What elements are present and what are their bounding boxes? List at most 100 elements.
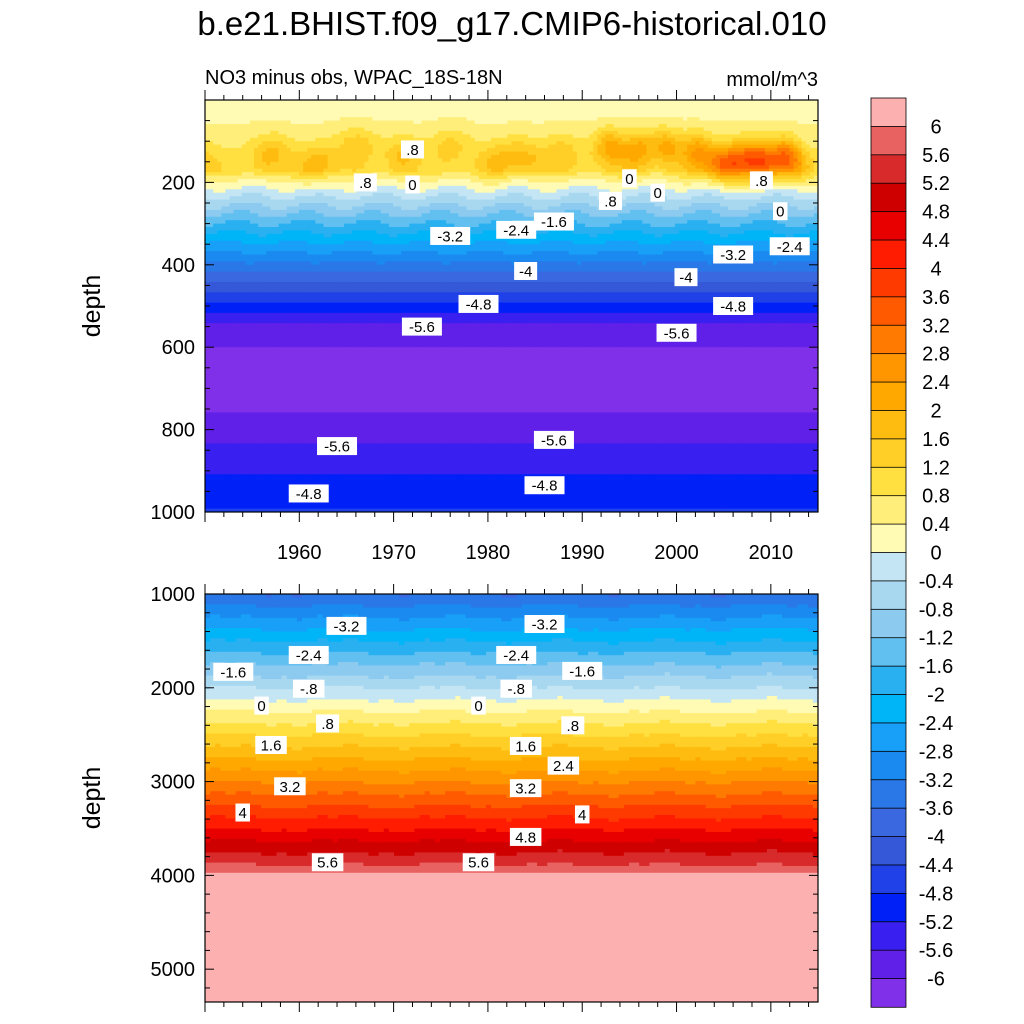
contour-cell	[356, 423, 361, 427]
contour-cell	[340, 268, 345, 272]
contour-cell	[307, 131, 312, 135]
contour-cell	[274, 275, 279, 279]
contour-cell	[332, 186, 337, 190]
contour-cell	[221, 176, 226, 180]
contour-cell	[238, 275, 243, 279]
contour-cell	[258, 117, 263, 121]
contour-cell	[373, 230, 378, 234]
contour-cell	[307, 313, 312, 317]
contour-cell	[279, 279, 284, 283]
contour-cell	[246, 502, 251, 506]
contour-cell	[340, 474, 345, 478]
contour-cell	[340, 378, 345, 382]
contour-cell	[348, 409, 353, 413]
contour-cell	[266, 261, 271, 265]
contour-cell	[270, 474, 275, 478]
contour-cell	[242, 375, 247, 379]
contour-cell	[217, 368, 222, 372]
contour-cell	[336, 165, 341, 169]
contour-cell	[324, 375, 329, 379]
contour-cell	[352, 131, 357, 135]
contour-cell	[209, 498, 214, 502]
contour-cell	[360, 320, 365, 324]
contour-cell	[242, 196, 247, 200]
contour-cell	[254, 395, 259, 399]
contour-cell	[213, 371, 218, 375]
contour-cell	[364, 430, 369, 434]
contour-cell	[246, 285, 251, 289]
contour-cell	[246, 375, 251, 379]
contour-cell	[324, 148, 329, 152]
contour-cell	[332, 303, 337, 307]
contour-cell	[279, 155, 284, 159]
contour-cell	[254, 447, 259, 451]
contour-cell	[373, 124, 378, 128]
contour-cell	[344, 430, 349, 434]
contour-cell	[319, 351, 324, 355]
contour-cell	[307, 388, 312, 392]
contour-cell	[221, 382, 226, 386]
contour-cell	[209, 382, 214, 386]
contour-cell	[307, 327, 312, 331]
contour-cell	[315, 244, 320, 248]
contour-cell	[238, 498, 243, 502]
contour-cell	[295, 200, 300, 204]
contour-cell	[217, 505, 222, 509]
contour-cell	[266, 471, 271, 475]
contour-cell	[213, 399, 218, 403]
contour-cell	[258, 213, 263, 217]
contour-cell	[238, 265, 243, 269]
contour-cell	[324, 248, 329, 252]
contour-cell	[299, 371, 304, 375]
contour-cell	[242, 268, 247, 272]
contour-cell	[352, 268, 357, 272]
contour-cell	[368, 200, 373, 204]
contour-cell	[213, 268, 218, 272]
contour-cell	[328, 419, 333, 423]
contour-cell	[373, 316, 378, 320]
contour-cell	[319, 303, 324, 307]
contour-cell	[250, 272, 255, 276]
contour-cell	[279, 237, 284, 241]
contour-cell	[250, 395, 255, 399]
contour-cell	[332, 100, 337, 104]
contour-cell	[238, 337, 243, 341]
contour-cell	[311, 478, 316, 482]
contour-cell	[262, 169, 267, 173]
contour-cell	[250, 433, 255, 437]
contour-cell	[344, 309, 349, 313]
contour-cell	[270, 306, 275, 310]
contour-cell	[205, 347, 210, 351]
contour-cell	[352, 320, 357, 324]
contour-cell	[352, 141, 357, 145]
contour-cell	[262, 409, 267, 413]
contour-cell	[279, 251, 284, 255]
contour-cell	[258, 416, 263, 420]
contour-cell	[209, 433, 214, 437]
contour-cell	[340, 430, 345, 434]
contour-cell	[319, 306, 324, 310]
contour-cell	[348, 464, 353, 468]
contour-cell	[295, 330, 300, 334]
contour-cell	[340, 148, 345, 152]
contour-cell	[360, 491, 365, 495]
contour-cell	[279, 158, 284, 162]
contour-cell	[319, 409, 324, 413]
contour-cell	[315, 457, 320, 461]
contour-cell	[299, 196, 304, 200]
contour-cell	[221, 333, 226, 337]
contour-cell	[258, 145, 263, 149]
contour-cell	[348, 251, 353, 255]
contour-cell	[299, 258, 304, 262]
contour-cell	[299, 402, 304, 406]
contour-cell	[205, 502, 210, 506]
contour-cell	[230, 498, 235, 502]
contour-cell	[315, 124, 320, 128]
contour-cell	[205, 203, 210, 207]
contour-cell	[364, 244, 369, 248]
contour-cell	[266, 316, 271, 320]
contour-cell	[209, 210, 214, 214]
contour-cell	[373, 210, 378, 214]
contour-cell	[356, 488, 361, 492]
contour-cell	[266, 491, 271, 495]
